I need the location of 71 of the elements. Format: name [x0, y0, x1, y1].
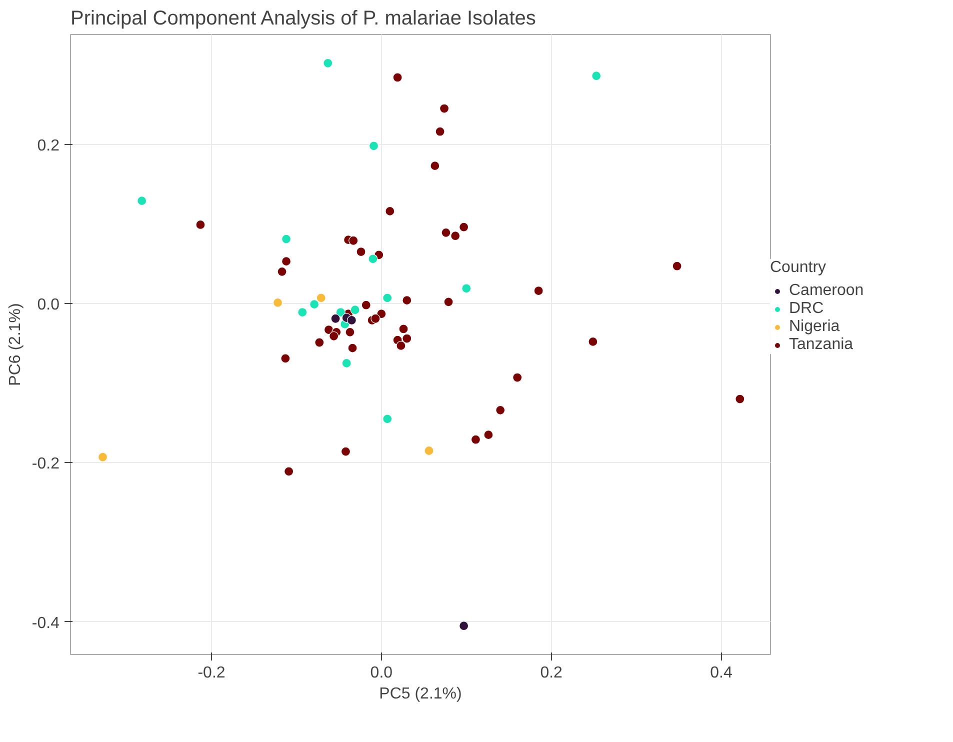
point	[470, 434, 481, 444]
point	[281, 234, 292, 244]
point	[735, 394, 745, 404]
point	[450, 231, 460, 241]
point	[370, 314, 380, 324]
y-axis-title: PC6 (2.1%)	[6, 303, 24, 386]
x-tick-label: 0.4	[710, 664, 732, 682]
point	[196, 220, 206, 230]
legend-label: Nigeria	[789, 318, 840, 336]
point	[323, 58, 333, 68]
point	[435, 126, 445, 136]
x-tick-label: 0.0	[370, 664, 393, 682]
point	[348, 343, 358, 353]
point	[592, 71, 602, 81]
point	[314, 338, 324, 348]
point	[137, 196, 147, 206]
point	[444, 297, 454, 307]
point	[441, 228, 451, 238]
point	[330, 314, 340, 324]
y-tick-label: 0.0	[37, 296, 60, 314]
legend-label: DRC	[789, 300, 824, 318]
point	[459, 621, 469, 631]
point	[484, 430, 494, 440]
y-tick-label: 0.2	[37, 137, 60, 154]
point	[512, 372, 522, 382]
point	[462, 284, 472, 294]
point	[346, 315, 356, 326]
point	[310, 300, 320, 310]
point	[396, 340, 406, 350]
point	[402, 334, 412, 344]
point	[316, 293, 326, 303]
point	[350, 305, 360, 315]
point	[298, 307, 308, 318]
point	[672, 261, 682, 271]
point	[281, 256, 292, 266]
point	[385, 206, 395, 216]
point	[430, 161, 440, 171]
point	[272, 298, 283, 308]
point	[534, 286, 544, 296]
point	[345, 327, 355, 337]
point	[329, 331, 339, 341]
point	[459, 222, 469, 232]
legend-label: Tanzania	[789, 336, 854, 354]
chart-title: Principal Component Analysis of P. malariae Isolates	[70, 8, 536, 30]
point	[382, 414, 392, 424]
point	[368, 141, 379, 151]
point	[277, 266, 287, 276]
point	[361, 300, 371, 310]
y-tick-label: -0.4	[32, 614, 60, 632]
legend-title: Country	[770, 259, 828, 277]
x-tick-label: -0.2	[198, 664, 226, 682]
point	[356, 246, 366, 257]
point	[588, 336, 598, 347]
point	[424, 446, 434, 456]
point	[439, 104, 450, 114]
point	[284, 466, 294, 476]
point	[342, 358, 352, 368]
point	[348, 236, 358, 246]
y-tick-label: -0.2	[32, 456, 60, 473]
x-axis-title: PC5 (2.1%)	[379, 686, 462, 702]
point	[280, 354, 290, 364]
point	[398, 324, 408, 334]
point	[402, 296, 412, 306]
point	[368, 254, 378, 264]
point	[382, 293, 392, 303]
legend-label: Cameroon	[789, 282, 864, 300]
point	[392, 72, 402, 82]
point	[340, 446, 351, 456]
point	[496, 405, 506, 415]
x-tick-label: 0.2	[540, 664, 563, 682]
point	[98, 452, 108, 462]
